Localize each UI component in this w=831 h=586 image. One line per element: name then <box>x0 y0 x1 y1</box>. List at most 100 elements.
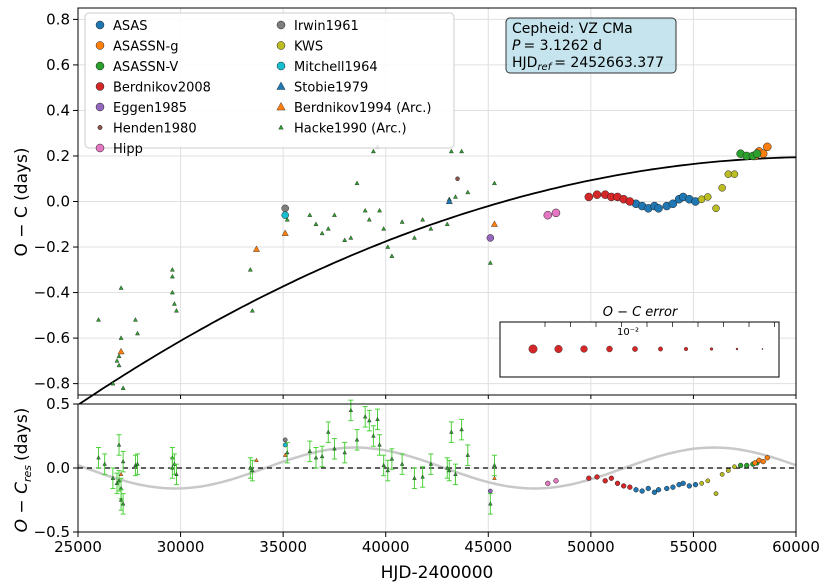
point-hacke1990-arc-legend <box>278 124 284 130</box>
size-legend-title: O − C error <box>603 305 679 320</box>
point-stobie1979-legend <box>276 81 286 90</box>
legend-label-hipp: Hipp <box>113 142 143 157</box>
point-hacke1990-arc-8 <box>120 501 126 506</box>
point-eggen1985-0 <box>487 488 493 494</box>
point-asassn-v-legend <box>95 61 105 71</box>
point-hacke1990-arc-0 <box>96 455 101 460</box>
x-axis-label: HJD-2400000 <box>381 563 494 583</box>
legend-label-stobie1979: Stobie1979 <box>294 81 368 96</box>
bottom-data-points <box>96 399 770 515</box>
point-hacke1990-arc-13 <box>170 465 175 470</box>
top-data-points <box>96 142 772 390</box>
size-dot-1 <box>554 345 563 354</box>
point-hacke1990-arc-8 <box>133 317 138 322</box>
point-hacke1990-arc-46 <box>492 462 497 468</box>
point-asas-1 <box>639 488 645 494</box>
bottom-y-label-main: O − C <box>12 482 32 532</box>
point-hacke1990-arc-23 <box>342 237 348 242</box>
point-hacke1990-arc-20 <box>319 230 325 236</box>
point-hacke1990-arc-2 <box>110 475 116 480</box>
point-henden1980-0 <box>455 176 460 181</box>
point-asas-2 <box>645 485 651 492</box>
info-hjd: HJDref = 2452663.377 <box>512 55 664 73</box>
point-kws-4 <box>725 468 731 473</box>
point-hacke1990-arc-36 <box>420 217 426 222</box>
point-hacke1990-arc-16 <box>249 308 255 313</box>
point-hacke1990-arc-37 <box>420 474 425 479</box>
point-hacke1990-arc-44 <box>465 452 470 457</box>
point-hacke1990-arc-18 <box>285 450 290 455</box>
point-asas-10 <box>692 481 699 488</box>
legend-label-irwin1961: Irwin1961 <box>294 19 359 34</box>
point-irwin1961-0 <box>281 204 289 213</box>
info-period-value: = 3.1262 d <box>523 38 602 54</box>
point-asassn-g-3 <box>763 142 772 152</box>
point-asas-6 <box>668 199 678 209</box>
legend-label-hacke1990-arc: Hacke1990 (Arc.) <box>294 122 407 137</box>
point-berdnikov1994-arc-0 <box>118 471 124 476</box>
point-berdnikov1994-arc-1 <box>254 457 259 462</box>
point-hacke1990-arc-21 <box>325 226 331 231</box>
point-hacke1990-arc-34 <box>389 456 395 461</box>
legend: ASAS ASASSN-g ASASSN-V Berdnikov2008 Eggen19… <box>84 12 455 157</box>
point-mitchell1964-legend <box>276 61 286 71</box>
point-mitchell1964-0 <box>281 211 289 219</box>
bottom-x-ticks: 25000 30000 35000 40000 45000 50000 55000 60000 <box>54 532 820 556</box>
point-kws-5 <box>730 170 739 178</box>
info-period-label: P <box>512 38 521 54</box>
size-dot-5 <box>658 346 663 352</box>
legend-label-henden1980: Henden1980 <box>113 122 197 137</box>
x-tick-label-35000: 35000 <box>259 538 307 556</box>
point-hacke1990-arc-26 <box>354 437 360 442</box>
point-hacke1990-arc-27 <box>366 217 372 222</box>
point-hacke1990-arc-37 <box>428 226 434 231</box>
point-hacke1990-arc-31 <box>377 442 382 447</box>
point-hacke1990-arc-6 <box>118 285 124 290</box>
point-berdnikov1994-arc-1 <box>253 245 260 252</box>
point-asas-3 <box>651 489 658 495</box>
top-y-tick-label-1: −0.6 <box>34 329 70 347</box>
point-irwin1961-legend <box>276 20 286 30</box>
point-asassn-v-0 <box>737 462 744 469</box>
size-dot-8 <box>735 347 739 351</box>
size-legend-ticks <box>544 322 775 327</box>
size-dot-4 <box>632 346 638 352</box>
x-tick-label-40000: 40000 <box>362 538 410 556</box>
point-hacke1990-arc-19 <box>313 221 319 226</box>
point-hacke1990-arc-10 <box>169 267 175 272</box>
point-hacke1990-arc-5 <box>118 335 124 340</box>
size-legend-dots <box>528 344 764 354</box>
point-kws-1 <box>705 478 711 484</box>
size-dot-2 <box>580 345 588 353</box>
point-hacke1990-arc-38 <box>428 461 434 466</box>
top-y-tick-label-0: −0.8 <box>34 375 70 393</box>
point-asassn-g-2 <box>760 458 766 465</box>
top-y-tick-label-4: 0.0 <box>46 193 70 211</box>
point-berdnikov1994-arc-2 <box>282 452 288 457</box>
point-hacke1990-arc-15 <box>174 471 179 476</box>
top-y-tick-label-6: 0.4 <box>46 101 70 119</box>
legend-items: ASAS ASASSN-g ASASSN-V Berdnikov2008 Eggen19… <box>95 19 431 157</box>
point-asas-4 <box>655 487 662 493</box>
point-kws-5 <box>732 464 737 470</box>
point-hacke1990-arc-11 <box>135 461 140 466</box>
top-y-axis-label: O − C (days) <box>12 147 32 256</box>
point-hacke1990-arc-24 <box>348 235 354 240</box>
point-kws-3 <box>719 472 725 477</box>
fit-curve-line <box>77 156 797 406</box>
point-hipp-1 <box>553 478 559 484</box>
point-hacke1990-arc-18 <box>307 212 313 217</box>
bottom-model-curve <box>77 446 797 490</box>
point-hacke1990-arc-7 <box>120 385 126 390</box>
point-asas-8 <box>680 480 686 487</box>
info-hjd-value: = 2452663.377 <box>554 55 664 71</box>
point-hacke1990-arc-42 <box>453 471 458 476</box>
point-berdnikov2008-3 <box>608 475 615 481</box>
point-hacke1990-arc-9 <box>135 330 140 336</box>
size-dot-3 <box>606 345 613 353</box>
point-berdnikov1994-arc-0 <box>117 347 125 355</box>
point-hacke1990-arc-9 <box>120 459 126 464</box>
top-y-ticks: −0.8 −0.6 −0.4 −0.2 0.0 0.2 0.4 0.6 0.8 <box>34 10 78 393</box>
point-eggen1985-0 <box>486 234 495 242</box>
point-berdnikov2008-1 <box>592 190 602 199</box>
